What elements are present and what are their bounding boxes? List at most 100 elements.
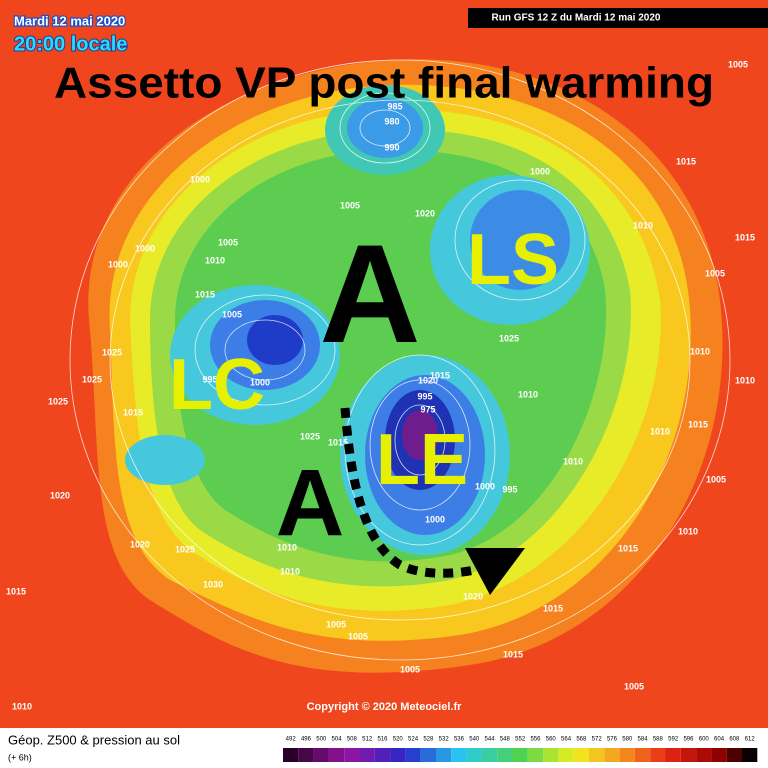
scale-label: 524 [408,737,419,743]
blue-region [470,190,570,290]
scale-label: 540 [469,737,480,743]
pressure-label: 1010 [12,701,32,711]
scale-swatch [573,748,589,762]
scale-label: 544 [485,737,496,743]
pressure-label: 1000 [250,377,270,387]
dark-blue-region [247,315,303,365]
pressure-label: 1025 [82,374,102,384]
pressure-label: 1020 [463,591,483,601]
pressure-label: 1000 [190,174,210,184]
legend-title: Géop. Z500 & pression au sol [8,732,180,747]
pressure-label: 1010 [280,566,300,576]
scale-swatch [665,748,681,762]
scale-swatch [711,748,727,762]
annotation: LC [169,345,265,425]
scale-swatch [405,748,421,762]
annotation: LS [467,220,559,300]
scale-label: 512 [362,737,373,743]
arrow-head [465,548,525,595]
pressure-label: 1015 [543,603,563,613]
scale-label: 588 [653,737,664,743]
pressure-label: 1005 [624,681,644,691]
scale-swatch [558,748,574,762]
annotation: A [319,215,420,372]
scale-swatch [420,748,436,762]
pressure-label: 995 [202,374,217,384]
pressure-label: 995 [502,484,517,494]
pressure-label: 1020 [415,208,435,218]
pressure-label: 1025 [175,544,195,554]
pressure-label: 1020 [418,375,438,385]
pressure-label: 1025 [499,333,519,343]
scale-label: 528 [423,737,434,743]
scale-label: 536 [454,737,465,743]
scale-label: 500 [316,737,327,743]
pressure-label: 1010 [650,426,670,436]
pressure-label: 1015 [123,407,143,417]
scale-label: 504 [332,737,343,743]
scale-swatch [313,748,329,762]
run-info: Run GFS 12 Z du Mardi 12 mai 2020 [492,13,661,24]
pressure-label: 1000 [108,259,128,269]
pressure-label: 1005 [340,200,360,210]
pressure-label: 1005 [706,474,726,484]
scale-swatch [328,748,345,762]
pressure-label: 1005 [705,268,725,278]
scale-swatch [726,748,742,762]
scale-swatch [497,748,513,762]
scale-label: 612 [745,737,756,743]
pressure-label: 1020 [50,490,70,500]
scale-swatch [512,748,528,762]
scale-swatch [634,748,651,762]
pressure-label: 1005 [400,664,420,674]
pressure-label: 1005 [728,59,748,69]
scale-label: 520 [393,737,404,743]
run-bar [468,8,768,28]
annotation: A [276,450,345,556]
pressure-label: 1005 [218,237,238,247]
scale-label: 548 [500,737,511,743]
pressure-label: 1000 [135,243,155,253]
pressure-label: 1000 [425,514,445,524]
legend-step: (+ 6h) [8,752,32,762]
cyan-region [125,435,205,485]
scale-label: 496 [301,737,312,743]
pressure-label: 1030 [203,579,223,589]
annotation: LE [376,420,468,500]
scale-label: 592 [668,737,679,743]
scale-swatch [451,748,467,762]
pressure-label: 1025 [300,431,320,441]
scale-swatch [527,748,544,762]
pressure-label: 1010 [563,456,583,466]
pressure-label: 1010 [277,542,297,552]
pressure-label: 1015 [688,419,708,429]
scale-label: 604 [714,737,725,743]
pressure-label: 1005 [222,309,242,319]
isobars [69,59,731,661]
pressure-label: 1010 [518,389,538,399]
scale-label: 552 [515,737,526,743]
date: Mardi 12 mai 2020 [14,13,125,28]
scale-swatch [466,748,482,762]
pressure-label: 1015 [503,649,523,659]
scale-swatch [742,748,758,762]
scale-swatch [481,748,498,762]
pressure-label: 1005 [326,619,346,629]
pressure-label: 995 [417,391,432,401]
pressure-label: 1015 [195,289,215,299]
scale-swatch [696,748,712,762]
title: Assetto VP post final warming [54,59,714,108]
scale-swatch [436,748,452,762]
scale-swatch [589,748,605,762]
pressure-label: 1015 [618,543,638,553]
scale-label: 564 [561,737,572,743]
scale-label: 600 [699,737,710,743]
pressure-label: 1010 [633,220,653,230]
pressure-label: 985 [387,101,402,111]
pressure-label: 1020 [130,539,150,549]
scale-label: 568 [576,737,587,743]
pressure-label: 1015 [430,370,450,380]
scale-swatch [680,748,697,762]
scale-label: 560 [546,737,557,743]
